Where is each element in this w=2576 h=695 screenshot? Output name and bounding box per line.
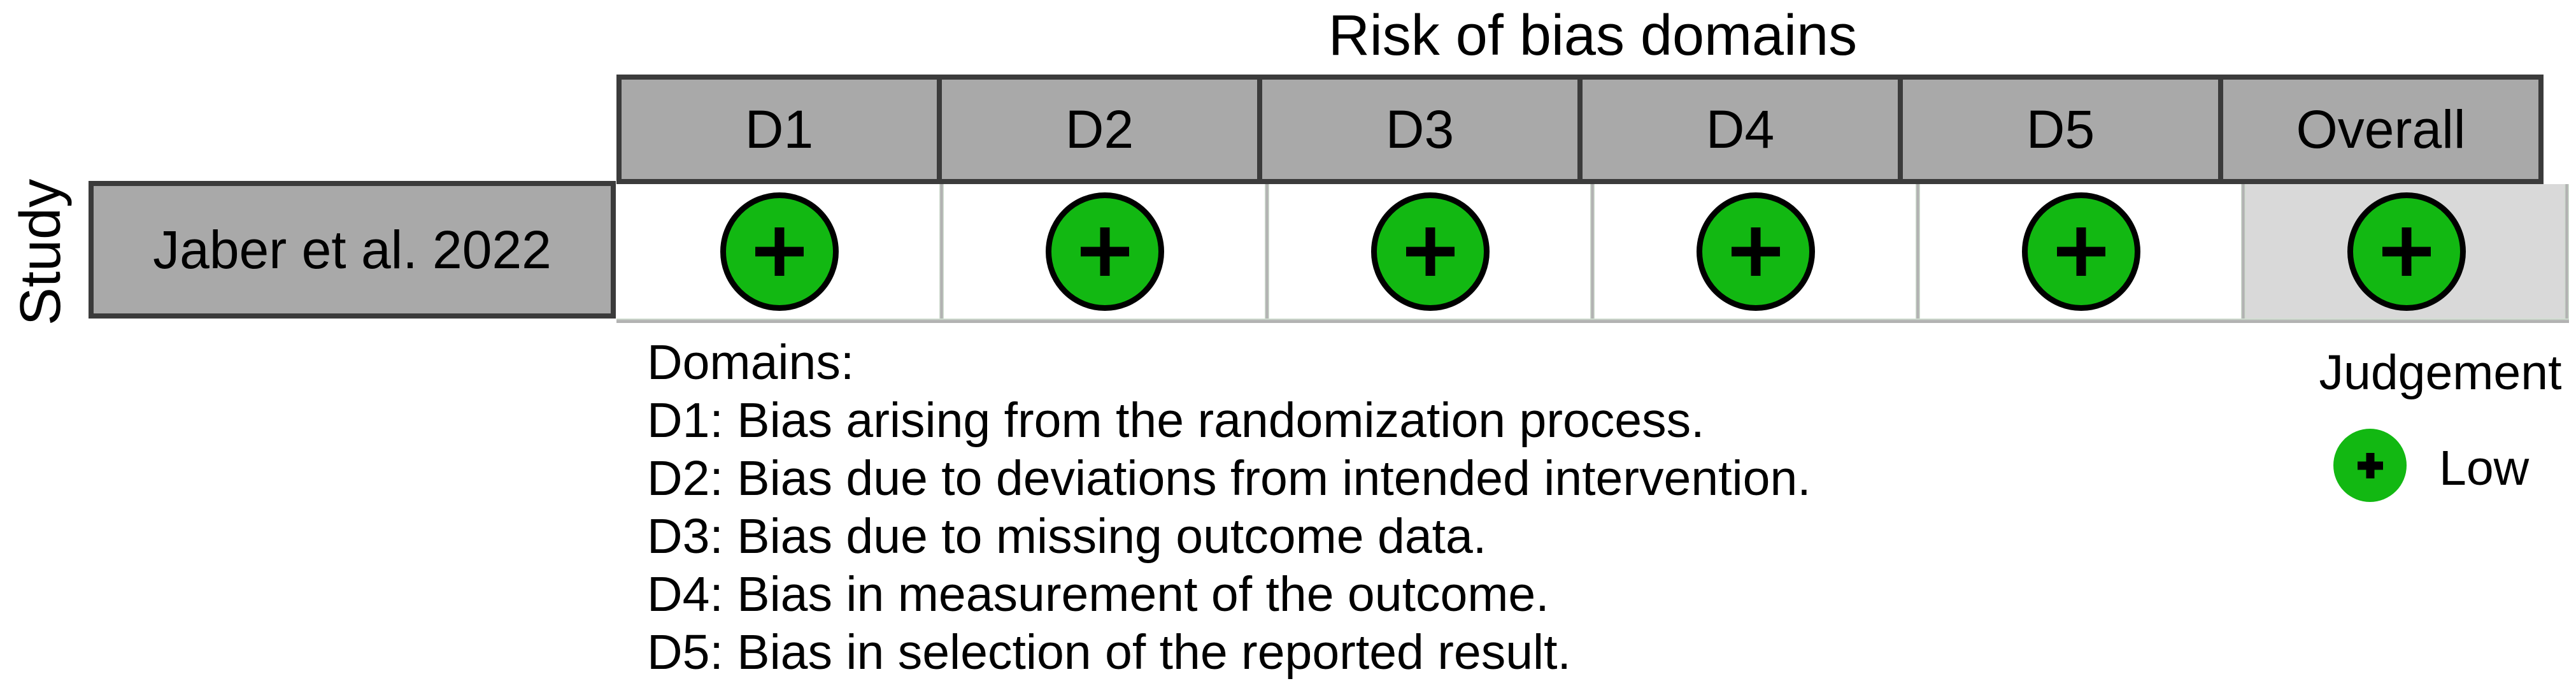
- cell-divider: [1916, 184, 1920, 319]
- low-risk-icon: [2021, 192, 2140, 311]
- domain-definition-d2: D2: Bias due to deviations from intended…: [647, 451, 1811, 506]
- cell-divider: [1265, 184, 1269, 319]
- low-risk-icon: [1370, 192, 1490, 311]
- plus-icon: [2056, 227, 2105, 276]
- low-risk-icon: [720, 192, 839, 311]
- judgement-cell-overall: [2244, 184, 2569, 319]
- column-header-d1: D1: [616, 75, 942, 184]
- judgement-cell-d2: [942, 184, 1267, 319]
- domains-legend: Domains: D1: Bias arising from the rando…: [647, 334, 1811, 682]
- judgement-cell-d3: [1267, 184, 1593, 319]
- judgement-cell-d5: [1918, 184, 2244, 319]
- judgement-legend-title: Judgement: [2319, 345, 2562, 400]
- legend-low-label: Low: [2439, 441, 2530, 496]
- domains-heading: Domains:: [647, 335, 855, 390]
- plus-icon: [2382, 227, 2431, 276]
- header-row: D1 D2 D3 D4 D5 Overall: [616, 75, 2544, 184]
- cell-divider: [2241, 184, 2245, 319]
- plus-icon: [2357, 452, 2383, 478]
- domain-definition-d3: D3: Bias due to missing outcome data.: [647, 509, 1487, 564]
- cell-divider: [2565, 184, 2569, 319]
- table-row: [616, 184, 2569, 319]
- low-risk-icon: [2347, 192, 2466, 311]
- column-header-d3: D3: [1257, 75, 1583, 184]
- judgement-cell-d4: [1593, 184, 1918, 319]
- legend-low-risk-icon: [2333, 429, 2407, 502]
- row-underline: [616, 319, 2569, 323]
- plus-icon: [1080, 227, 1129, 276]
- judgement-cell-d1: [616, 184, 942, 319]
- column-header-d2: D2: [937, 75, 1262, 184]
- cell-divider: [1590, 184, 1595, 319]
- low-risk-icon: [1045, 192, 1164, 311]
- column-header-overall: Overall: [2218, 75, 2544, 184]
- study-name-cell: Jaber et al. 2022: [89, 181, 616, 319]
- plus-icon: [1731, 227, 1780, 276]
- figure-title: Risk of bias domains: [1328, 4, 1858, 68]
- cell-divider: [939, 184, 944, 319]
- plus-icon: [1405, 227, 1455, 276]
- plus-icon: [755, 227, 804, 276]
- study-axis-label: Study: [9, 178, 73, 326]
- domain-definition-d5: D5: Bias in selection of the reported re…: [647, 625, 1571, 680]
- low-risk-icon: [1696, 192, 1815, 311]
- domain-definition-d1: D1: Bias arising from the randomization …: [647, 393, 1705, 448]
- domain-definition-d4: D4: Bias in measurement of the outcome.: [647, 567, 1549, 622]
- column-header-d5: D5: [1898, 75, 2223, 184]
- column-header-d4: D4: [1577, 75, 1903, 184]
